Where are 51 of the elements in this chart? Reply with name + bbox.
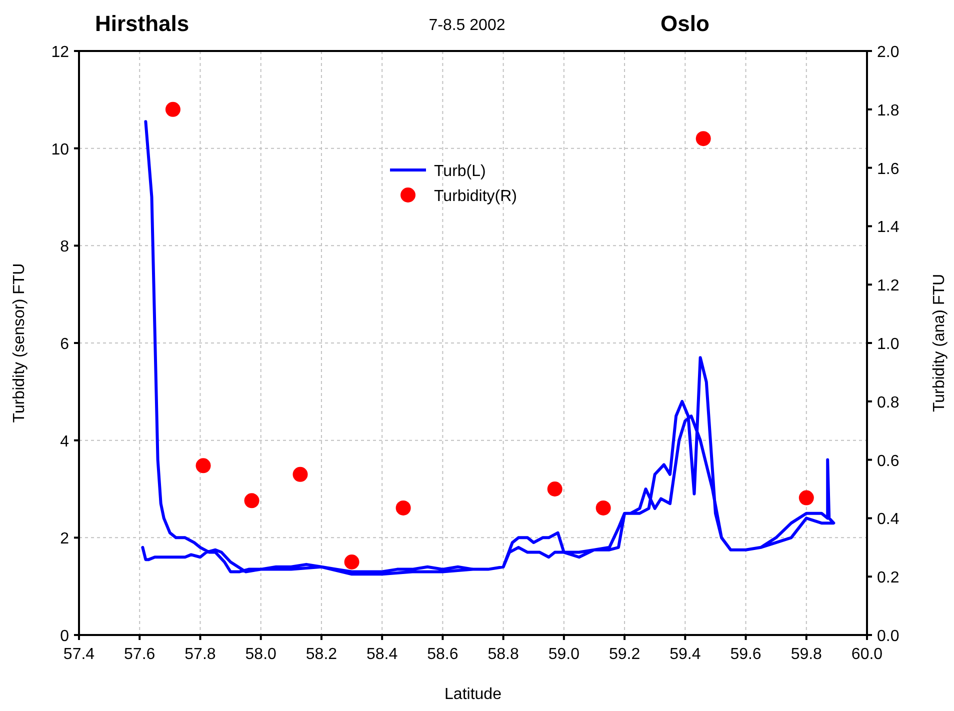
y-tick-label: 12 [51, 44, 70, 61]
x-tick-label: 60.0 [851, 646, 883, 663]
y2-tick-label: 0.2 [877, 570, 900, 587]
x-tick-label: 58.6 [427, 646, 458, 663]
x-tick-label: 58.8 [488, 646, 519, 663]
x-tick-label: 58.0 [245, 646, 277, 663]
line-series [141, 120, 836, 576]
x-tick-label: 59.4 [670, 646, 701, 663]
legend-label: Turb(L) [434, 163, 486, 180]
x-tick-label: 59.2 [608, 646, 640, 663]
y2-tick-label: 1.8 [877, 102, 900, 120]
x-tick-label: 58.4 [366, 646, 398, 663]
point [396, 500, 411, 516]
y2-axis-title: Turbidity (ana) FTU [931, 274, 948, 412]
x-tick-label: 57.8 [184, 646, 216, 663]
x-tick-label: 57.6 [124, 646, 156, 663]
y-axis-title: Turbidity (sensor) FTU [11, 263, 28, 423]
x-tick-label: 59.0 [548, 646, 580, 663]
y-tick-label: 2 [60, 530, 70, 548]
y-tick-label: 10 [51, 141, 70, 158]
point [244, 493, 260, 508]
point [344, 554, 360, 570]
legend-label: Turbidity(R) [434, 188, 517, 205]
y2-tick-label: 1.2 [877, 278, 900, 295]
y2-tick-label: 2.0 [877, 44, 900, 61]
point [596, 500, 611, 516]
point [798, 490, 814, 506]
y-tick-label: 0 [60, 628, 70, 645]
text: Oslo [660, 11, 710, 36]
y-tick-label: 8 [60, 238, 70, 256]
text: Hirsthals [95, 11, 190, 36]
y2-tick-label: 1.4 [877, 219, 900, 236]
x-tick-label: 59.8 [790, 646, 822, 663]
point [196, 458, 211, 474]
y-tick-label: 4 [60, 433, 70, 450]
chart-title: 7-8.5 2002 [428, 17, 506, 34]
y2-tick-label: 0.6 [877, 452, 900, 470]
y-tick-label: 6 [60, 336, 70, 353]
point [547, 482, 562, 496]
x-tick-label: 58.2 [306, 646, 338, 663]
point [292, 466, 308, 482]
x-tick-label: 59.6 [730, 646, 762, 663]
y2-tick-label: 0.8 [877, 394, 900, 412]
point [696, 131, 711, 146]
x-axis-title: Latitude [444, 686, 502, 703]
y2-tick-label: 0.4 [877, 511, 900, 528]
y2-tick-label: 1.6 [877, 160, 900, 178]
point [165, 102, 180, 117]
x-tick-label: 57.4 [63, 646, 95, 663]
y2-tick-label: 1.0 [877, 336, 900, 353]
y2-tick-label: 0.0 [877, 628, 900, 645]
